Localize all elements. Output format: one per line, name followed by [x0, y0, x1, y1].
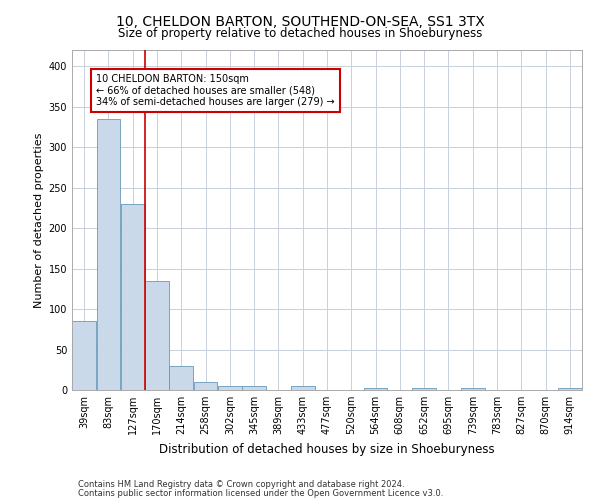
Bar — [412, 388, 436, 390]
Bar — [558, 388, 582, 390]
Bar — [364, 388, 388, 390]
Bar — [218, 386, 242, 390]
Bar — [72, 321, 96, 390]
Text: Contains HM Land Registry data © Crown copyright and database right 2024.: Contains HM Land Registry data © Crown c… — [78, 480, 404, 489]
Y-axis label: Number of detached properties: Number of detached properties — [34, 132, 44, 308]
Bar — [145, 280, 169, 390]
Bar — [169, 366, 193, 390]
Bar — [461, 388, 485, 390]
Text: 10 CHELDON BARTON: 150sqm
← 66% of detached houses are smaller (548)
34% of semi: 10 CHELDON BARTON: 150sqm ← 66% of detac… — [96, 74, 335, 108]
Text: 10, CHELDON BARTON, SOUTHEND-ON-SEA, SS1 3TX: 10, CHELDON BARTON, SOUTHEND-ON-SEA, SS1… — [116, 15, 484, 29]
Bar — [97, 119, 121, 390]
Bar — [242, 386, 266, 390]
Bar — [121, 204, 145, 390]
Text: Size of property relative to detached houses in Shoeburyness: Size of property relative to detached ho… — [118, 28, 482, 40]
X-axis label: Distribution of detached houses by size in Shoeburyness: Distribution of detached houses by size … — [159, 442, 495, 456]
Bar — [291, 386, 314, 390]
Text: Contains public sector information licensed under the Open Government Licence v3: Contains public sector information licen… — [78, 489, 443, 498]
Bar — [194, 382, 217, 390]
